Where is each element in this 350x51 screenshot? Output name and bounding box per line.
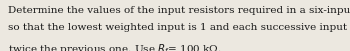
- Text: so that the lowest weighted input is 1 and each successive input has a weight: so that the lowest weighted input is 1 a…: [8, 23, 350, 32]
- Text: Determine the values of the input resistors required in a six-input scaling adde: Determine the values of the input resist…: [8, 6, 350, 15]
- Text: twice the previous one. Use $R_f$= 100 kΩ.: twice the previous one. Use $R_f$= 100 k…: [8, 42, 222, 51]
